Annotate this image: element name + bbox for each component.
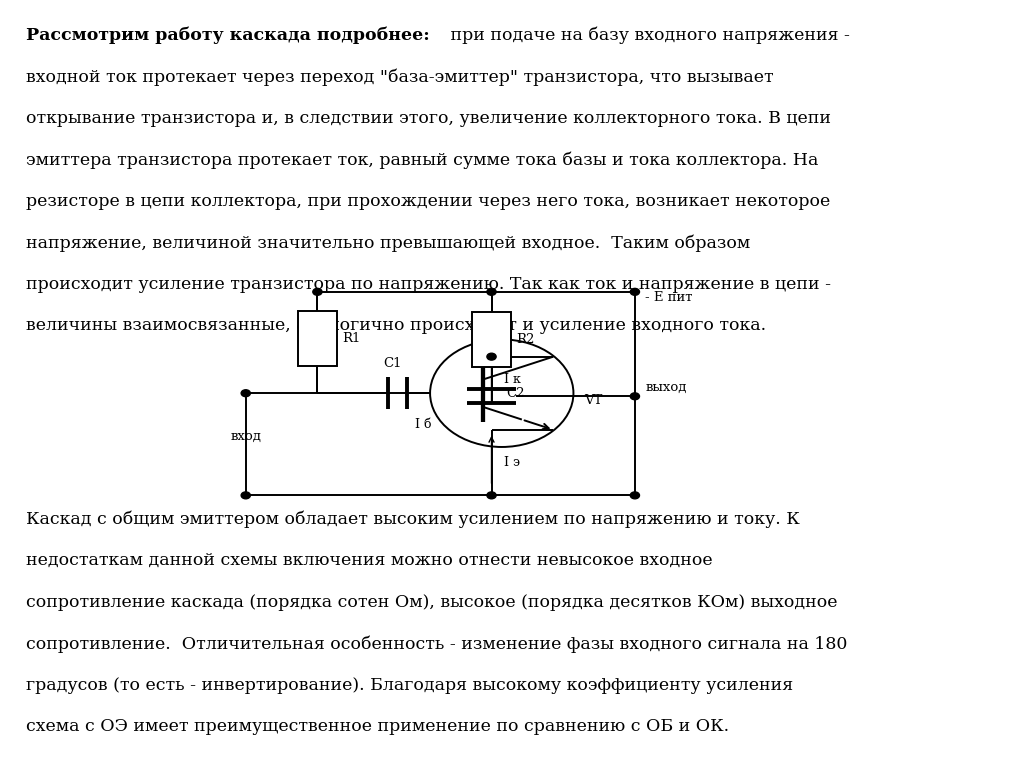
Text: входной ток протекает через переход "база-эмиттер" транзистора, что вызывает: входной ток протекает через переход "баз… [26,68,773,86]
Text: недостаткам данной схемы включения можно отнести невысокое входное: недостаткам данной схемы включения можно… [26,552,713,569]
Text: схема с ОЭ имеет преимущественное применение по сравнению с ОБ и ОК.: схема с ОЭ имеет преимущественное примен… [26,718,729,735]
Text: C2: C2 [506,388,524,400]
Text: величины взаимосвязанные, аналогично происходит и усиление входного тока.: величины взаимосвязанные, аналогично про… [26,317,766,334]
Circle shape [630,289,639,296]
Text: выход: выход [645,381,686,393]
Text: R1: R1 [342,333,360,345]
Bar [298,311,337,366]
Circle shape [630,392,639,399]
Text: C1: C1 [383,357,401,370]
Bar [472,312,511,367]
Text: I б: I б [415,418,431,431]
Text: градусов (то есть - инвертирование). Благодаря высокому коэффициенту усиления: градусов (то есть - инвертирование). Бла… [26,677,793,694]
Text: открывание транзистора и, в следствии этого, увеличение коллекторного тока. В це: открывание транзистора и, в следствии эт… [26,110,830,127]
Text: VT: VT [584,395,602,407]
Text: при подаче на базу входного напряжения -: при подаче на базу входного напряжения - [445,27,850,45]
Circle shape [487,289,496,296]
Text: эмиттера транзистора протекает ток, равный сумме тока базы и тока коллектора. На: эмиттера транзистора протекает ток, равн… [26,151,818,169]
Text: Каскад с общим эмиттером обладает высоким усилением по напряжению и току. К: Каскад с общим эмиттером обладает высоки… [26,511,800,528]
Text: R2: R2 [516,333,535,346]
Text: напряжение, величиной значительно превышающей входное.  Таким образом: напряжение, величиной значительно превыш… [26,234,750,252]
Text: I к: I к [504,373,520,386]
Text: - Е пит: - Е пит [645,292,692,304]
Circle shape [242,492,250,499]
Text: вход: вход [230,430,261,443]
Text: резисторе в цепи коллектора, при прохождении через него тока, возникает некоторо: резисторе в цепи коллектора, при прохожд… [26,193,829,210]
Text: Рассмотрим работу каскада подробнее:: Рассмотрим работу каскада подробнее: [26,27,429,45]
Circle shape [242,390,250,397]
Text: сопротивление каскада (порядка сотен Ом), высокое (порядка десятков КОм) выходно: сопротивление каскада (порядка сотен Ом)… [26,594,837,611]
Text: происходит усиление транзистора по напряжению. Так как ток и напряжение в цепи -: происходит усиление транзистора по напря… [26,276,830,293]
Text: I э: I э [504,456,520,469]
Circle shape [487,492,496,499]
Circle shape [630,492,639,499]
Text: сопротивление.  Отличительная особенность - изменение фазы входного сигнала на 1: сопротивление. Отличительная особенность… [26,635,847,653]
Circle shape [313,289,322,296]
Circle shape [487,353,496,360]
